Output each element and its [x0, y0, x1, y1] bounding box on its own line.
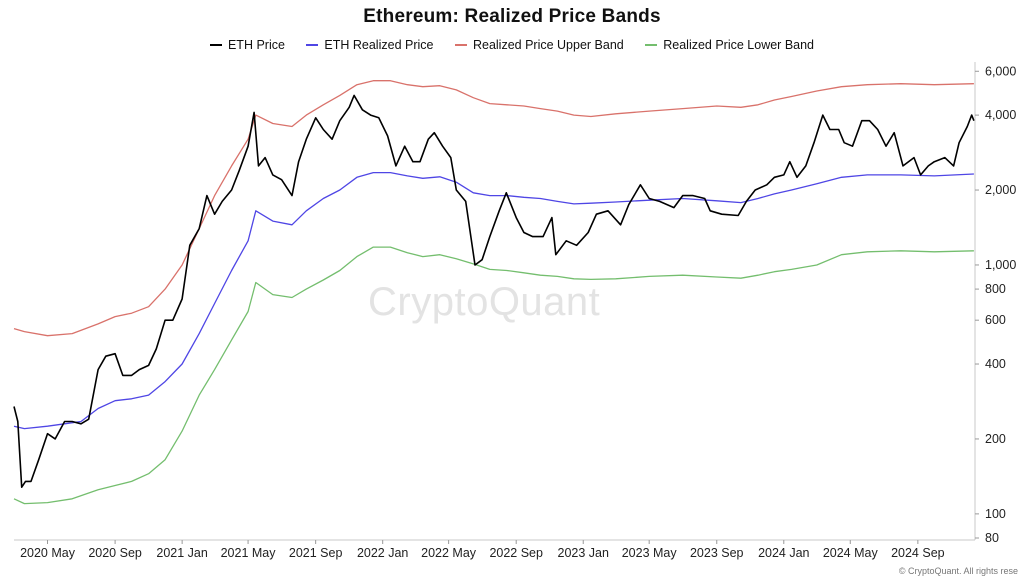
- series-layer: [13, 80, 975, 505]
- x-tick-label: 2022 Sep: [489, 546, 543, 560]
- legend-swatch: [454, 43, 467, 46]
- y-tick-label: 200: [985, 432, 1006, 446]
- legend-swatch: [645, 43, 658, 46]
- x-tick-label: 2024 May: [823, 546, 879, 560]
- y-tick-label: 800: [985, 282, 1006, 296]
- watermark: CryptoQuant: [368, 280, 601, 324]
- copyright-notice: © CryptoQuant. All rights rese: [898, 566, 1018, 576]
- legend-swatch: [306, 43, 319, 46]
- legend-label: ETH Realized Price: [324, 38, 434, 52]
- x-tick-label: 2024 Jan: [758, 546, 809, 560]
- x-tick-label: 2020 Sep: [88, 546, 142, 560]
- x-tick-label: 2023 Jan: [558, 546, 609, 560]
- series-eth-price: [13, 94, 975, 489]
- y-tick-label: 1,000: [985, 258, 1016, 272]
- series-lower-band: [13, 246, 974, 505]
- chart-axes: 6,000 4,000 2,000 1,000 800 600 400 200 100 80 202…: [14, 62, 1016, 560]
- legend-item-lower-band[interactable]: Realized Price Lower Band: [645, 38, 814, 52]
- y-tick-label: 4,000: [985, 108, 1016, 122]
- y-tick-label: 100: [985, 507, 1006, 521]
- y-tick-label: 400: [985, 357, 1006, 371]
- y-tick-label: 2,000: [985, 183, 1016, 197]
- x-tick-label: 2020 May: [20, 546, 76, 560]
- y-tick-label: 80: [985, 531, 999, 545]
- legend-label: Realized Price Upper Band: [472, 38, 624, 52]
- legend-item-upper-band[interactable]: Realized Price Upper Band: [454, 38, 624, 52]
- series-upper-band: [13, 80, 974, 337]
- x-tick-label: 2022 May: [421, 546, 477, 560]
- legend-label: ETH Price: [227, 38, 285, 52]
- x-tick-label: 2021 Sep: [289, 546, 343, 560]
- x-tick-label: 2021 May: [221, 546, 277, 560]
- legend-item-eth-price[interactable]: ETH Price: [209, 38, 285, 52]
- legend-item-eth-realized-price[interactable]: ETH Realized Price: [306, 38, 433, 52]
- series-eth-realized-price: [13, 171, 974, 430]
- y-tick-label: 600: [985, 313, 1006, 327]
- x-tick-label: 2023 Sep: [690, 546, 744, 560]
- y-tick-label: 6,000: [985, 64, 1016, 78]
- x-tick-label: 2021 Jan: [156, 546, 207, 560]
- chart-legend: ETH Price ETH Realized Price Realized Pr…: [0, 38, 1024, 52]
- legend-swatch: [209, 43, 222, 46]
- chart-title: Ethereum: Realized Price Bands: [363, 6, 661, 27]
- x-tick-label: 2022 Jan: [357, 546, 408, 560]
- x-tick-label: 2024 Sep: [891, 546, 945, 560]
- x-tick-label: 2023 May: [622, 546, 678, 560]
- legend-label: Realized Price Lower Band: [663, 38, 815, 52]
